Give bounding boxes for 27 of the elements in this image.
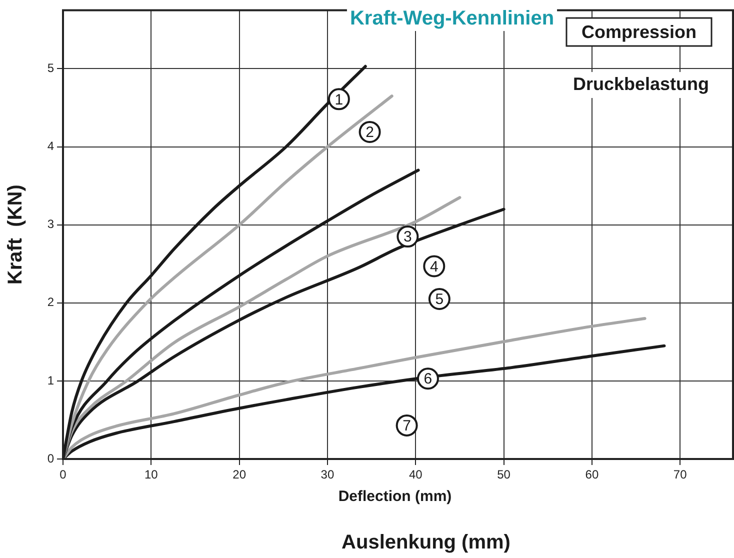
- annotation: Compression: [581, 22, 697, 42]
- x-tick-label: 60: [585, 468, 599, 482]
- text: Auslenkung (mm): [342, 532, 510, 554]
- y-tick-label: 3: [47, 217, 54, 232]
- y-tick-label: 1: [47, 373, 54, 388]
- annotation: 1: [334, 91, 344, 108]
- y-tick-label: 2: [47, 295, 54, 310]
- x-tick-label: 10: [144, 468, 158, 482]
- y-tick-label: 4: [47, 139, 54, 154]
- x-tick-label: 20: [232, 468, 246, 482]
- x-tick-label: 70: [673, 468, 688, 482]
- annotation: 2: [366, 124, 374, 142]
- annotation: Druckbelastung: [572, 74, 710, 94]
- y-axis-title: Kraft (KN): [4, 184, 27, 285]
- annotation: 5: [435, 291, 444, 308]
- x-tick-label: 40: [408, 468, 423, 482]
- x-tick-label: 30: [320, 468, 334, 482]
- x-tick-label: 50: [497, 468, 511, 482]
- annotation: 3: [404, 228, 412, 246]
- y-tick-label: 0: [47, 451, 54, 466]
- annotation: 6: [424, 370, 432, 388]
- annotation: 7: [402, 418, 411, 435]
- x-axis-title: Deflection (mm): [338, 488, 452, 506]
- chart-title: Kraft-Weg-Kennlinien: [350, 8, 554, 30]
- y-tick-label: 5: [47, 61, 54, 76]
- annotation: 4: [430, 258, 438, 276]
- x-tick-label: 0: [60, 468, 67, 482]
